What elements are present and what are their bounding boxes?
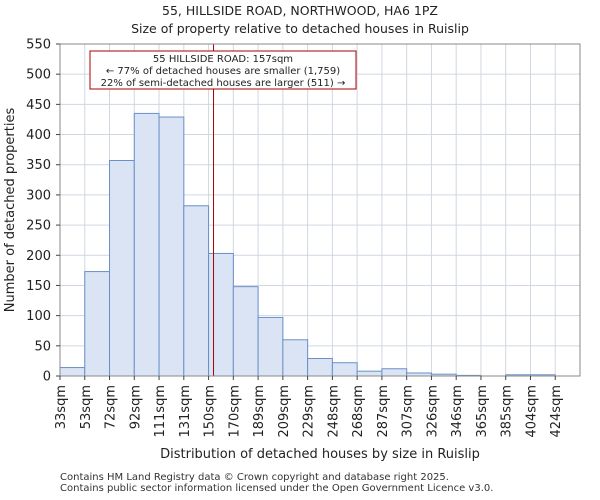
x-tick-label: 385sqm bbox=[500, 385, 515, 438]
x-tick-label: 150sqm bbox=[203, 385, 218, 438]
chart-svg: 0 50 100 150 200 250 300 350 400 450 500 550 33sqm 5… bbox=[3, 38, 581, 462]
bar-268sqm bbox=[356, 370, 383, 377]
y-tick-label: 500 bbox=[26, 68, 51, 83]
y-tick-label: 400 bbox=[26, 128, 51, 143]
y-tick-label: 100 bbox=[26, 309, 51, 324]
bar-131sqm bbox=[183, 205, 210, 377]
y-tick-label: 150 bbox=[26, 279, 51, 294]
x-tick-label: 131sqm bbox=[178, 385, 193, 438]
x-tick-label: 307sqm bbox=[401, 385, 416, 438]
x-tick-label: 287sqm bbox=[376, 385, 391, 438]
annotation-border bbox=[89, 50, 357, 90]
annotation-line3: 22% of semi-detached houses are larger (… bbox=[101, 78, 346, 89]
footer-line1: Contains HM Land Registry data © Crown c… bbox=[60, 472, 449, 483]
x-tick-label: 92sqm bbox=[128, 385, 143, 429]
y-tick-label: 300 bbox=[26, 188, 51, 203]
x-tick-label: 268sqm bbox=[351, 385, 366, 438]
x-tick-label: 424sqm bbox=[549, 385, 564, 438]
annotation-line2: ← 77% of detached houses are smaller (1,… bbox=[106, 66, 340, 77]
annotation-line1: 55 HILLSIDE ROAD: 157sqm bbox=[153, 54, 293, 65]
y-tick-label: 450 bbox=[26, 98, 51, 113]
bar-287sqm bbox=[381, 368, 408, 377]
chart-title-line1: 55, HILLSIDE ROAD, NORTHWOOD, HA6 1PZ bbox=[162, 3, 438, 18]
bar-229sqm bbox=[307, 357, 333, 377]
x-tick-label: 72sqm bbox=[104, 385, 119, 429]
x-tick-label: 326sqm bbox=[425, 385, 440, 438]
x-tick-label: 189sqm bbox=[252, 385, 267, 438]
x-axis-label: Distribution of detached houses by size … bbox=[160, 447, 480, 462]
y-tick-label: 250 bbox=[26, 219, 51, 234]
x-axis-ticks: 33sqm 53sqm 72sqm 92sqm 111sqm 131sqm 150sqm 17… bbox=[54, 376, 564, 438]
x-tick-label: 404sqm bbox=[524, 385, 539, 438]
x-tick-label: 111sqm bbox=[153, 385, 168, 438]
x-tick-label: 229sqm bbox=[302, 385, 317, 438]
chart-title-line2: Size of property relative to detached ho… bbox=[131, 21, 469, 36]
x-tick-label: 365sqm bbox=[475, 385, 490, 438]
bar-72sqm bbox=[109, 160, 135, 377]
bar-209sqm bbox=[282, 339, 309, 377]
bar-111sqm bbox=[158, 116, 185, 377]
bar-33sqm bbox=[59, 367, 86, 377]
y-tick-label: 50 bbox=[34, 339, 51, 354]
y-tick-label: 0 bbox=[43, 370, 51, 385]
y-axis-label: Number of detached properties bbox=[3, 108, 18, 313]
plot-frame bbox=[59, 43, 581, 377]
y-tick-label: 550 bbox=[26, 38, 51, 53]
y-tick-label: 350 bbox=[26, 158, 51, 173]
footer-line2: Contains public sector information licen… bbox=[60, 483, 494, 494]
annotation-box: 55 HILLSIDE ROAD: 157sqm ← 77% of detach… bbox=[89, 50, 357, 90]
x-tick-label: 248sqm bbox=[326, 385, 341, 438]
bar-170sqm bbox=[232, 286, 259, 377]
x-tick-label: 33sqm bbox=[54, 385, 69, 429]
x-tick-label: 346sqm bbox=[450, 385, 465, 438]
x-tick-label: 170sqm bbox=[227, 385, 242, 438]
bar-150sqm bbox=[208, 252, 234, 377]
bar-189sqm bbox=[257, 316, 284, 377]
x-tick-label: 53sqm bbox=[79, 385, 94, 429]
y-tick-label: 200 bbox=[26, 249, 51, 264]
bar-53sqm bbox=[84, 271, 111, 377]
y-axis-ticks: 0 50 100 150 200 250 300 350 400 450 500 550 bbox=[26, 38, 60, 385]
bar-248sqm bbox=[331, 362, 358, 377]
bars bbox=[59, 112, 556, 377]
x-tick-label: 209sqm bbox=[277, 385, 292, 438]
footer: Contains HM Land Registry data © Crown c… bbox=[60, 472, 493, 494]
bar-92sqm bbox=[133, 112, 160, 377]
